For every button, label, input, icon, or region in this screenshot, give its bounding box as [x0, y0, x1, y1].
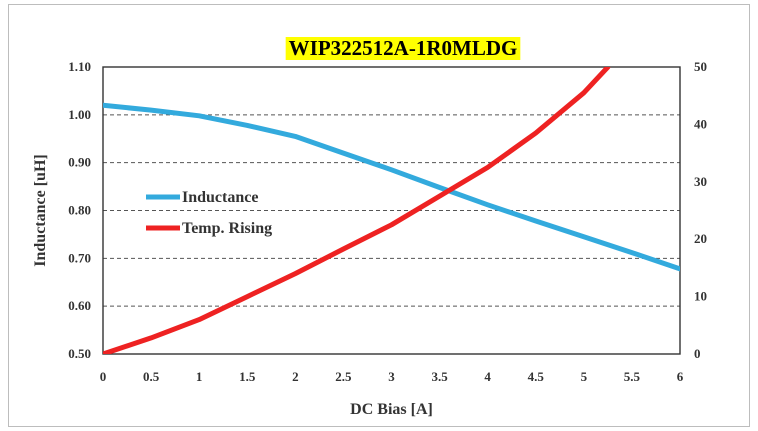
y-tick-label: 0.90	[68, 155, 91, 170]
x-tick-label: 3.5	[431, 369, 448, 384]
y-tick-label: 0.70	[68, 250, 91, 265]
series-lines	[103, 67, 680, 354]
legend-label: Temp. Rising	[182, 220, 272, 237]
x-tick-label: 4.5	[528, 369, 545, 384]
y2-tick-label: 0	[694, 346, 701, 361]
x-tick-label: 2.5	[335, 369, 352, 384]
x-axis-title: DC Bias [A]	[350, 401, 433, 418]
x-axis-ticks: 0 0.5 1 1.5 2 2.5 3 3.5 4 4.5 5 5.5 6	[100, 369, 684, 384]
x-tick-label: 6	[677, 369, 684, 384]
y2-tick-label: 20	[694, 231, 707, 246]
y2-tick-label: 40	[694, 116, 707, 131]
plot-area	[102, 66, 681, 355]
y2-tick-label: 50	[694, 59, 707, 74]
right-axis-ticks: 0 10 20 30 40 50	[694, 59, 707, 361]
y2-tick-label: 10	[694, 289, 707, 304]
chart-frame	[8, 4, 750, 427]
legend: Inductance Temp. Rising	[146, 189, 272, 237]
x-tick-label: 2	[292, 369, 299, 384]
x-tick-label: 0	[100, 369, 107, 384]
y2-tick-label: 30	[694, 174, 707, 189]
x-tick-label: 5.5	[624, 369, 641, 384]
y-tick-label: 1.00	[68, 107, 91, 122]
gridlines	[103, 114, 680, 307]
x-tick-label: 5	[581, 369, 588, 384]
x-tick-label: 1.5	[239, 369, 256, 384]
y-tick-label: 0.60	[68, 298, 91, 313]
x-tick-label: 0.5	[143, 369, 160, 384]
x-tick-label: 4	[484, 369, 491, 384]
y-axis-title: Inductance [uH]	[32, 154, 49, 266]
y-tick-label: 0.50	[68, 346, 91, 361]
series-line-temp-rising	[103, 67, 611, 354]
y-tick-label: 1.10	[68, 59, 91, 74]
legend-label: Inductance	[182, 189, 258, 206]
y-tick-label: 0.80	[68, 203, 91, 218]
chart-title: WIP322512A-1R0MLDG	[289, 36, 518, 60]
series-line-inductance	[103, 102, 680, 272]
x-tick-label: 3	[388, 369, 395, 384]
chart-title-highlight	[285, 37, 521, 60]
x-tick-label: 1	[196, 369, 203, 384]
left-axis-ticks: 0.50 0.60 0.70 0.80 0.90 1.00 1.10	[68, 59, 91, 361]
